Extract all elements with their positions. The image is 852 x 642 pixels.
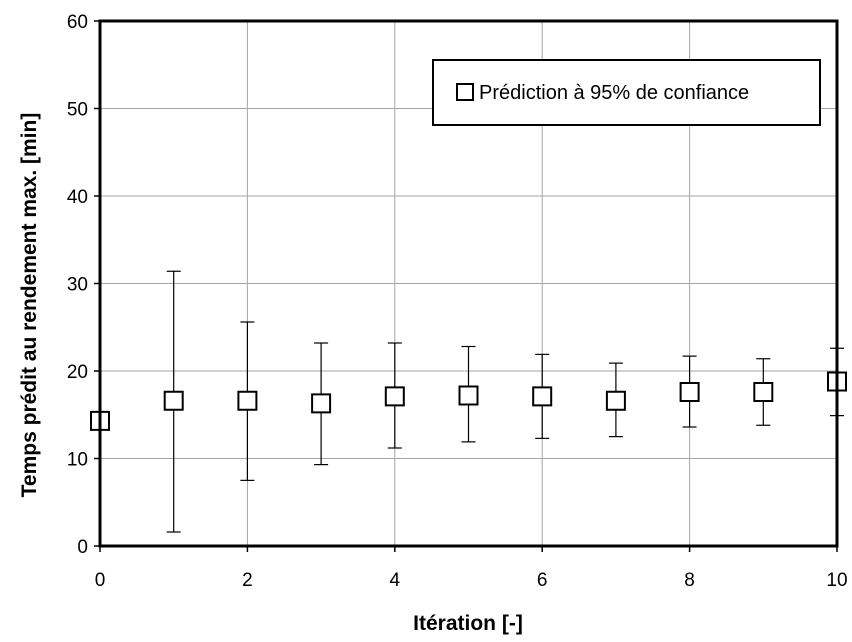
legend-label: Prédiction à 95% de confiance	[479, 82, 749, 104]
y-tick-label: 50	[67, 100, 88, 121]
y-tick-label: 10	[67, 450, 88, 471]
data-point	[679, 382, 700, 402]
x-axis-title: Itération [-]	[413, 612, 523, 635]
legend-marker	[456, 83, 474, 101]
y-axis-title: Temps prédit au rendement max. [min]	[18, 113, 41, 498]
y-axis-ticks: 0 10 20 30 40 50 60	[67, 12, 100, 558]
x-tick-label: 0	[95, 570, 106, 591]
y-tick-label: 20	[67, 362, 88, 383]
legend: Prédiction à 95% de confiance	[432, 59, 821, 126]
data-point	[458, 385, 479, 406]
x-axis-ticks: 0 2 4 6 8 10	[95, 546, 848, 591]
y-tick-label: 60	[67, 12, 88, 33]
data-point	[311, 393, 332, 414]
x-tick-label: 6	[537, 570, 548, 591]
x-tick-label: 4	[390, 570, 401, 591]
legend-box	[432, 59, 821, 126]
data-point	[532, 386, 553, 407]
plot-frame	[98, 19, 839, 548]
y-tick-label: 30	[67, 275, 88, 296]
x-tick-label: 8	[684, 570, 695, 591]
y-tick-label: 40	[67, 187, 88, 208]
data-point	[237, 390, 258, 411]
data-point	[163, 390, 184, 411]
y-tick-label: 0	[77, 537, 88, 558]
data-point	[753, 382, 774, 402]
x-tick-label: 10	[826, 570, 847, 591]
data-point	[384, 386, 405, 407]
error-bars	[166, 270, 844, 533]
data-point	[605, 390, 626, 411]
x-tick-label: 2	[242, 570, 253, 591]
data-markers	[90, 371, 847, 431]
